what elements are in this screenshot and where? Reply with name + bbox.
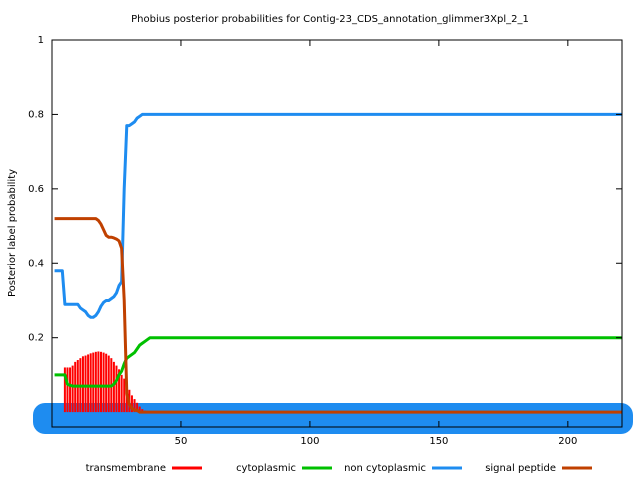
- y-axis-label: Posterior label probability: [7, 169, 18, 297]
- legend-label: signal peptide: [485, 463, 556, 474]
- y-tick-label: 0.2: [28, 333, 44, 344]
- legend-label: transmembrane: [86, 463, 166, 474]
- x-tick-label: 50: [175, 436, 188, 447]
- chart-title: Phobius posterior probabilities for Cont…: [131, 14, 529, 25]
- topology-band: [33, 403, 633, 434]
- y-tick-label: 0.8: [28, 109, 44, 120]
- series-line: [54, 336, 622, 388]
- series-line: [54, 217, 622, 414]
- y-tick-label: 0.4: [28, 258, 44, 269]
- y-tick-label: 1: [38, 35, 44, 46]
- series-line: [54, 112, 622, 319]
- plot-border: [51, 39, 623, 428]
- x-tick-label: 150: [429, 436, 448, 447]
- y-tick-label: 0.6: [28, 184, 44, 195]
- x-tick-label: 200: [558, 436, 577, 447]
- x-tick-label: 100: [300, 436, 319, 447]
- legend-label: non cytoplasmic: [344, 463, 426, 474]
- legend-label: cytoplasmic: [236, 463, 296, 474]
